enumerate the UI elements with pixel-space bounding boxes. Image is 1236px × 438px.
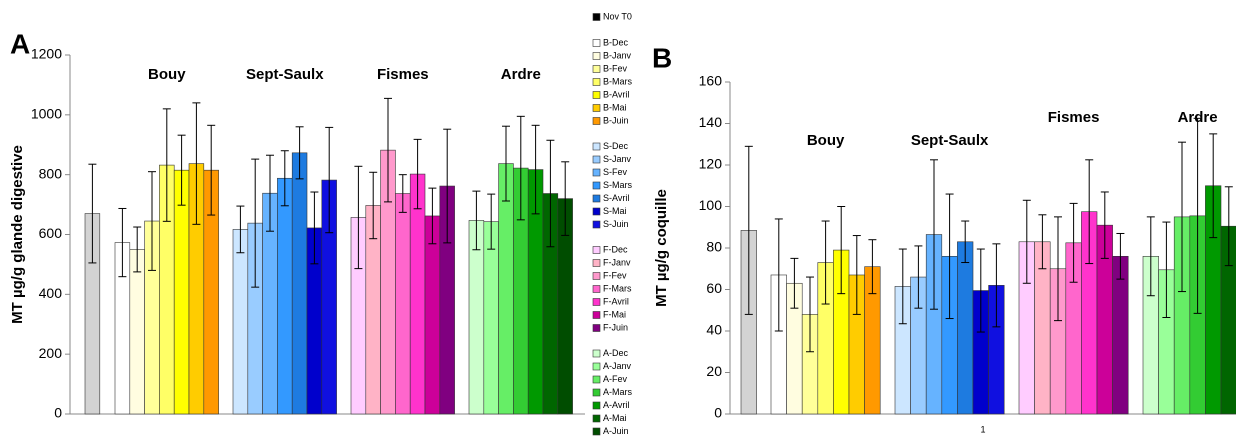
legend-swatch [592, 52, 601, 60]
legend-swatch [592, 155, 601, 164]
panel-label: A [10, 28, 30, 59]
legend-swatch [592, 401, 601, 410]
y-axis-label: MT µg/g glande digestive [9, 145, 26, 324]
legend-label: S-Fev [603, 167, 628, 177]
x-tick-label: 1 [980, 424, 985, 434]
y-tick-label: 140 [699, 114, 723, 130]
y-tick-label: 160 [699, 73, 723, 89]
y-tick-label: 400 [39, 285, 63, 301]
legend-swatch [592, 91, 601, 99]
legend-label: F-Fev [603, 270, 627, 280]
bar [129, 249, 145, 415]
y-tick-label: 1200 [31, 46, 62, 62]
legend-swatch [592, 65, 601, 73]
bar [483, 221, 499, 415]
legend-swatch [592, 194, 601, 203]
legend-label: B-Fev [603, 63, 628, 73]
legend-label: A-Mai [603, 413, 627, 423]
legend-swatch [592, 414, 601, 423]
legend-label: F-Dec [603, 244, 628, 254]
legend-swatch [592, 117, 601, 125]
y-tick-label: 0 [54, 405, 62, 421]
y-tick-label: 60 [706, 280, 722, 296]
legend-swatch [592, 324, 601, 332]
legend-label: S-Janv [603, 154, 632, 164]
y-tick-label: 40 [706, 322, 722, 338]
y-tick-label: 1000 [31, 106, 62, 122]
group-label: Bouy [148, 66, 186, 83]
legend-label: B-Juin [603, 115, 629, 125]
legend-label: S-Avril [603, 193, 629, 203]
legend-swatch [592, 104, 601, 112]
legend-label: S-Dec [603, 141, 629, 151]
group-label: Fismes [377, 66, 429, 83]
legend-swatch [592, 39, 601, 47]
legend-label: A-Dec [603, 348, 629, 358]
legend-swatch [592, 207, 601, 216]
y-tick-label: 600 [39, 225, 63, 241]
bar [1112, 255, 1129, 415]
bar [409, 173, 426, 415]
y-tick-label: 80 [706, 239, 722, 255]
legend-label: B-Janv [603, 50, 632, 60]
legend-label: S-Mars [603, 180, 632, 190]
group-label: Fismes [1048, 109, 1100, 126]
bar [291, 152, 308, 415]
legend-label: A-Mars [603, 387, 632, 397]
legend-label: F-Janv [603, 257, 631, 267]
y-axis-label: MT µg/g coquille [653, 189, 670, 307]
legend-label: S-Mai [603, 206, 627, 216]
bar [173, 169, 190, 415]
bar [232, 229, 249, 415]
legend-label: A-Fev [603, 374, 628, 384]
y-tick-label: 120 [699, 156, 723, 172]
legend-swatch [592, 168, 601, 177]
legend-label: A-Janv [603, 361, 632, 371]
legend-swatch [592, 272, 601, 280]
bar [424, 215, 441, 415]
legend-label: F-Juin [603, 322, 628, 332]
legend-swatch [592, 181, 601, 190]
legend-swatch [592, 349, 601, 358]
bar [277, 177, 293, 415]
legend-swatch [592, 285, 601, 293]
legend-label: F-Avril [603, 296, 629, 306]
legend-swatch [592, 388, 601, 397]
legend-label: B-Mai [603, 102, 627, 112]
legend-swatch [592, 246, 601, 254]
legend-label: A-Juin [603, 426, 629, 436]
group-label: Sept-Saulx [246, 66, 324, 83]
panel-label: B [652, 42, 672, 73]
legend-swatch [592, 311, 601, 319]
bar [957, 241, 974, 415]
y-tick-label: 100 [699, 197, 723, 213]
legend-label: B-Dec [603, 37, 629, 47]
bar [395, 193, 411, 415]
legend-label: B-Avril [603, 89, 629, 99]
legend-label: Nov T0 [603, 11, 632, 21]
legend-label: B-Mars [603, 76, 632, 86]
y-tick-label: 0 [714, 405, 722, 421]
group-label: Sept-Saulx [911, 132, 989, 149]
legend-label: A-Avril [603, 400, 629, 410]
group-label: Ardre [1178, 109, 1218, 126]
legend-swatch [592, 13, 601, 21]
legend-swatch [592, 298, 601, 306]
legend-label: S-Juin [603, 219, 629, 229]
legend-swatch [592, 362, 601, 371]
group-label: Ardre [501, 66, 541, 83]
y-tick-label: 800 [39, 165, 63, 181]
legend-swatch [592, 427, 601, 436]
legend-label: F-Mars [603, 283, 632, 293]
legend-swatch [592, 78, 601, 86]
group-label: Bouy [807, 132, 845, 149]
legend-swatch [592, 220, 601, 229]
legend-swatch [592, 375, 601, 384]
legend-swatch [592, 259, 601, 267]
y-tick-label: 20 [706, 363, 722, 379]
legend-swatch [592, 142, 601, 151]
y-tick-label: 200 [39, 345, 63, 361]
legend-label: F-Mai [603, 309, 626, 319]
